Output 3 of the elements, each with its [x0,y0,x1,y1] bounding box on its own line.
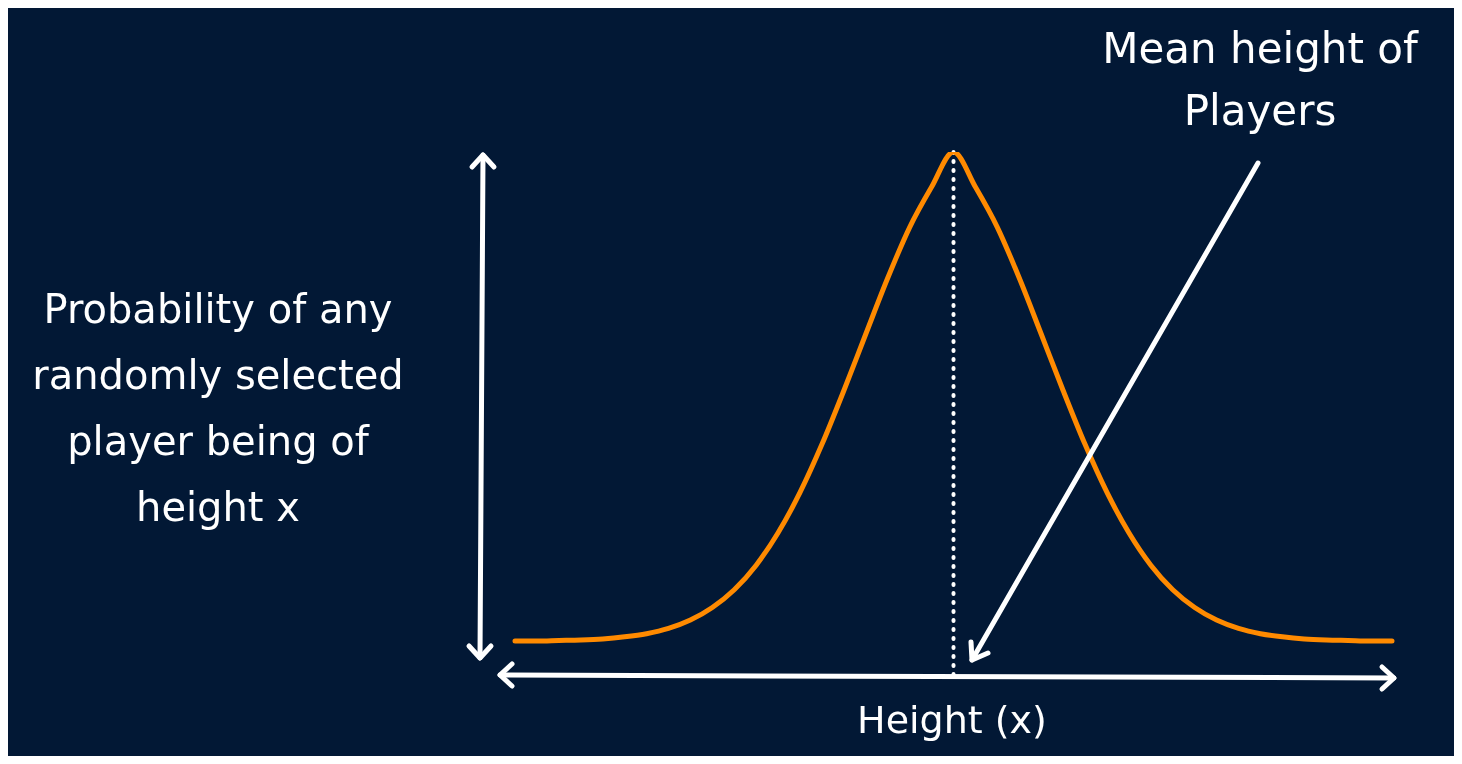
y-axis-title: Probability of any randomly selected player being of height x [31,285,405,532]
x-axis-title: Height (x) [856,698,1048,742]
text: Mean height of Players [1101,23,1420,137]
